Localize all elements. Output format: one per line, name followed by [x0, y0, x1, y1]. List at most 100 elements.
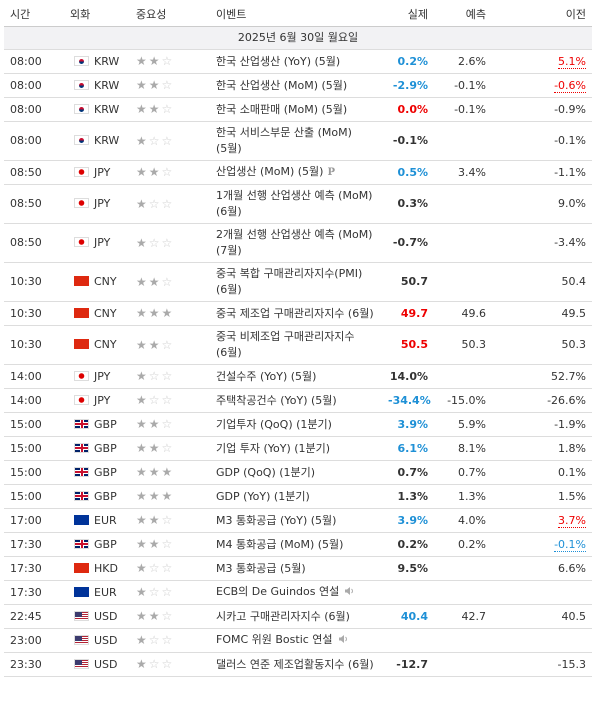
flag	[74, 610, 89, 621]
forecast: 1.3%	[458, 489, 486, 503]
forecast-cell: 0.7%	[434, 460, 492, 485]
star: ★	[148, 274, 162, 289]
star: ★	[136, 196, 149, 211]
forecast-cell: 49.6	[434, 301, 492, 326]
forecast-cell	[434, 262, 492, 302]
currency-cell: HKD	[64, 556, 130, 581]
forecast: 8.1%	[458, 441, 486, 455]
previous-cell: -0.6%	[492, 73, 592, 98]
star: ☆	[161, 609, 175, 623]
currency: GBP	[94, 417, 117, 431]
previous-cell: -1.1%	[492, 160, 592, 185]
forecast-cell	[434, 121, 492, 161]
previous-cell: 1.8%	[492, 436, 592, 461]
time: 14:00	[4, 388, 64, 413]
importance: ★★☆	[130, 97, 210, 122]
forecast: 42.7	[461, 609, 487, 623]
star: ★	[136, 657, 149, 671]
currency: GBP	[94, 441, 117, 455]
time: 17:00	[4, 508, 64, 533]
star: ☆	[148, 585, 162, 599]
actual-cell: 40.4	[382, 604, 434, 629]
actual-cell: 0.2%	[382, 532, 434, 557]
actual-cell: 0.3%	[382, 184, 434, 224]
event-row: 10:30 CNY ★★☆ 중국 비제조업 구매관리자지수 (6월) 50.5 50.3 5…	[4, 325, 592, 365]
actual-cell: -2.9%	[382, 73, 434, 98]
forecast: 4.0%	[458, 513, 486, 527]
event: ECB의 De Guindos 연설	[216, 585, 340, 598]
importance: ★★☆	[130, 73, 210, 98]
star: ★	[136, 417, 149, 431]
importance: ★★☆	[130, 508, 210, 533]
time: 15:00	[4, 484, 64, 509]
previous-cell: 52.7%	[492, 364, 592, 389]
currency: KRW	[94, 134, 120, 147]
previous: 0.1%	[558, 465, 586, 479]
importance-stars: ★★☆	[136, 441, 174, 455]
importance-stars: ★☆☆	[136, 369, 174, 383]
importance: ★★☆	[130, 49, 210, 74]
currency-cell: JPY	[64, 388, 130, 413]
actual-cell: 50.5	[382, 325, 434, 365]
currency: CNY	[94, 338, 117, 351]
event-cell: M4 통화공급 (MoM) (5월)	[210, 532, 382, 557]
actual-cell: 14.0%	[382, 364, 434, 389]
flag	[74, 276, 89, 286]
currency-cell: JPY	[64, 184, 130, 224]
flag	[74, 237, 89, 247]
currency: EUR	[94, 513, 117, 527]
star: ★	[136, 513, 149, 527]
event-cell: 중국 비제조업 구매관리자지수 (6월)	[210, 325, 382, 365]
importance: ★☆☆	[130, 364, 210, 389]
currency: HKD	[94, 561, 118, 575]
star: ☆	[148, 393, 162, 407]
actual: 3.9%	[397, 513, 428, 527]
currency: KRW	[94, 102, 120, 116]
actual-cell	[382, 580, 434, 605]
importance: ★☆☆	[130, 652, 210, 677]
event: 기업 투자 (YoY) (1분기)	[216, 441, 331, 455]
event: FOMC 위원 Bostic 연설	[216, 633, 333, 646]
currency-cell: JPY	[64, 160, 130, 185]
currency: CNY	[94, 306, 117, 320]
event: M3 통화공급 (5월)	[216, 561, 306, 575]
event-cell: 중국 복합 구매관리자지수(PMI) (6월)	[210, 262, 382, 302]
event-row: 17:00 EUR ★★☆ M3 통화공급 (YoY) (5월) 3.9% 4.0% 3.7…	[4, 508, 592, 533]
event-row: 08:00 KRW ★★☆ 한국 산업생산 (YoY) (5월) 0.2% 2.6% 5.1…	[4, 49, 592, 74]
actual-cell: 3.9%	[382, 412, 434, 437]
actual: 3.9%	[397, 417, 428, 431]
importance: ★☆☆	[130, 580, 210, 605]
currency: USD	[94, 633, 118, 647]
column-header: 외화	[64, 4, 130, 27]
event-row: 15:00 GBP ★★☆ 기업 투자 (YoY) (1분기) 6.1% 8.1% 1.8%	[4, 436, 592, 461]
event: 주택착공건수 (YoY) (5월)	[216, 393, 337, 407]
event-row: 08:50 JPY ★☆☆ 2개월 선행 산업생산 예측 (MoM) (7월) -0.7…	[4, 223, 592, 263]
event: 한국 산업생산 (MoM) (5월)	[216, 78, 348, 92]
event: GDP (YoY) (1분기)	[216, 489, 310, 503]
time: 17:30	[4, 580, 64, 605]
currency: KRW	[94, 54, 120, 68]
star: ★	[148, 489, 162, 503]
actual-cell: -0.1%	[382, 121, 434, 161]
flag	[74, 339, 89, 349]
star: ★	[136, 102, 149, 116]
previous: -1.9%	[554, 417, 586, 431]
time: 10:30	[4, 325, 64, 365]
flag	[74, 514, 89, 525]
star: ☆	[161, 274, 175, 289]
forecast: 3.4%	[458, 165, 486, 179]
currency-cell: JPY	[64, 223, 130, 263]
importance: ★☆☆	[130, 628, 210, 653]
actual: -2.9%	[392, 78, 428, 92]
star: ★	[136, 585, 149, 599]
currency-cell: USD	[64, 604, 130, 629]
event: 중국 제조업 구매관리자지수 (6월)	[216, 306, 374, 320]
flag	[74, 198, 89, 208]
event: 한국 서비스부문 산출 (MoM) (5월)	[216, 126, 352, 155]
star: ☆	[161, 54, 175, 68]
event-cell: 한국 소매판매 (MoM) (5월)	[210, 97, 382, 122]
currency-cell: USD	[64, 628, 130, 653]
time: 08:00	[4, 97, 64, 122]
importance: ★★★	[130, 301, 210, 326]
forecast-cell: 2.6%	[434, 49, 492, 74]
